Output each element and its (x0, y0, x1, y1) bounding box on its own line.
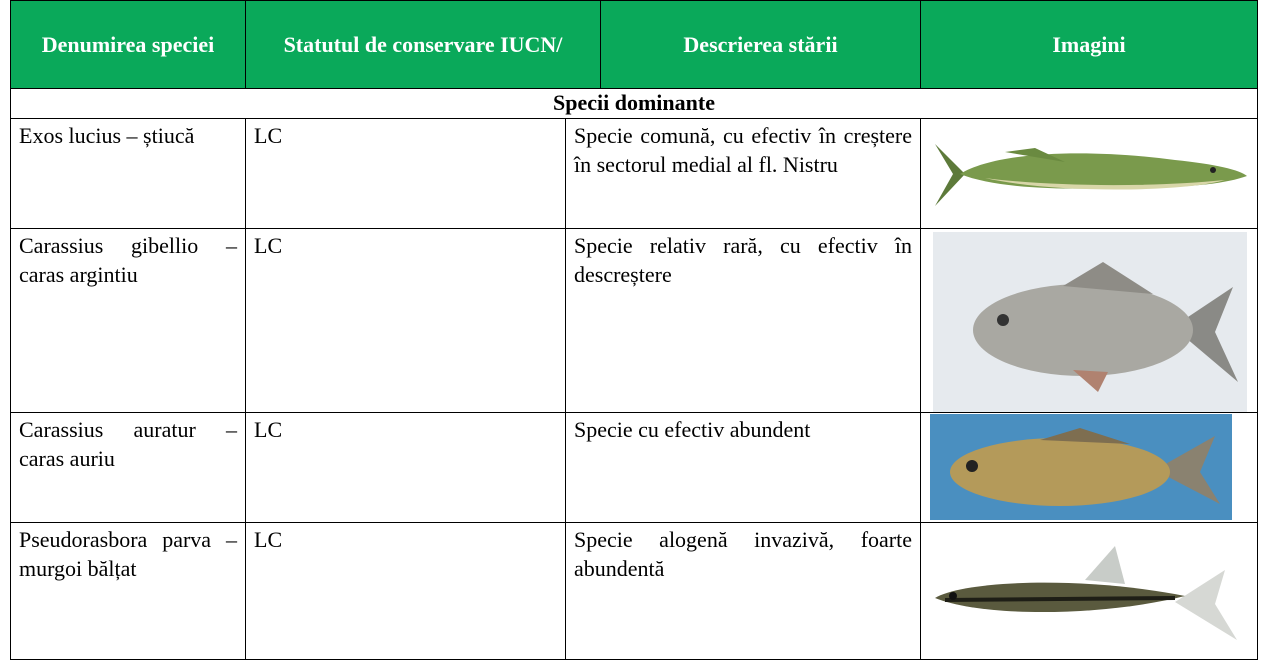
fish-image (935, 546, 1237, 640)
table-cell: LC (245, 412, 566, 523)
header-cell: Denumirea speciei (10, 0, 246, 89)
section-row: Specii dominante (10, 88, 1258, 119)
fish-image (930, 414, 1232, 520)
table-cell: LC (245, 118, 566, 229)
table-cell: LC (245, 228, 566, 413)
fish-image (935, 144, 1247, 206)
header-cell: Imagini (920, 0, 1258, 89)
table-cell: Specie alogenă invazivă, foarte abundent… (565, 522, 921, 660)
table-cell: Specie comună, cu efectiv în creștere în… (565, 118, 921, 229)
header-cell: Descrierea stării (600, 0, 921, 89)
table-cell: Specie relativ rară, cu efectiv în descr… (565, 228, 921, 413)
table-cell: Exos lucius – știucă (10, 118, 246, 229)
fish-image (933, 232, 1247, 412)
table-cell: LC (245, 522, 566, 660)
table-cell: Pseudorasbora parva – murgoi bălțat (10, 522, 246, 660)
table-cell: Carassius gibellio – caras argintiu (10, 228, 246, 413)
header-cell: Statutul de conservare IUCN/ (245, 0, 601, 89)
table-cell: Specie cu efectiv abundent (565, 412, 921, 523)
table-cell: Carassius auratur – caras auriu (10, 412, 246, 523)
